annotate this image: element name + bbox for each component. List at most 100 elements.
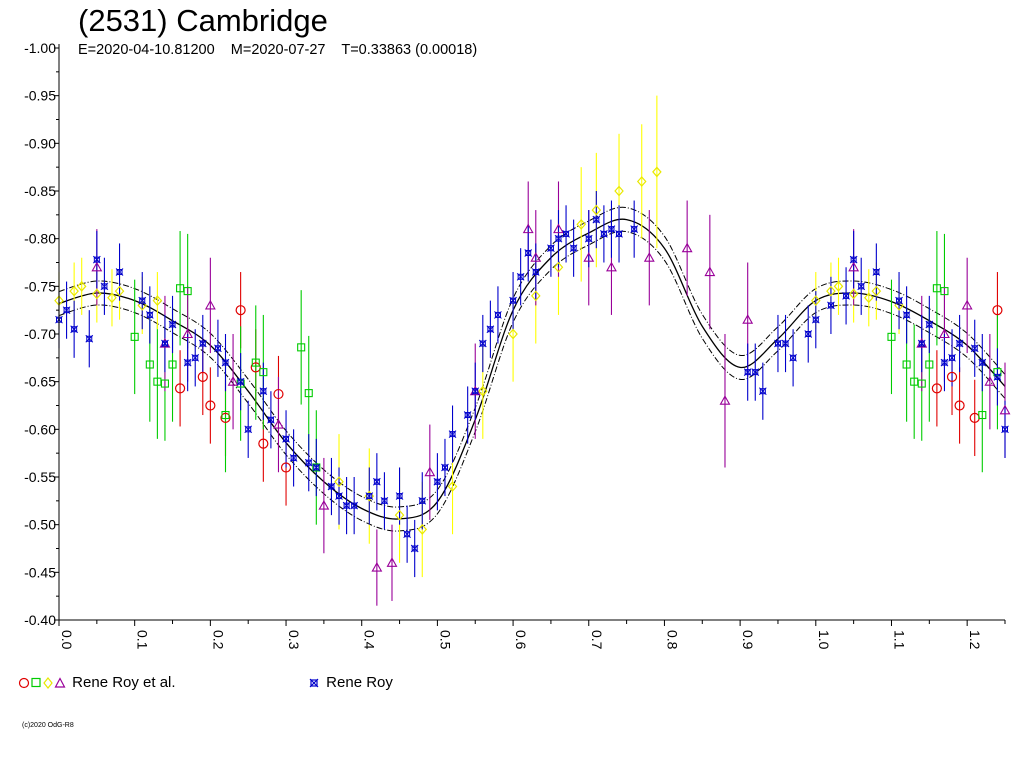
data-point-diamond (530, 290, 541, 302)
data-point-circle (946, 371, 958, 382)
x-tick-label: 0.2 (210, 630, 226, 650)
data-point-diamond (591, 204, 602, 216)
data-point-star (244, 425, 253, 434)
data-point-diamond (863, 292, 874, 304)
y-tick-label: -0.55 (24, 469, 56, 485)
x-tick-label: 0.6 (513, 630, 529, 650)
data-point-square (902, 360, 911, 369)
data-point-star (478, 339, 487, 348)
data-point-star (569, 244, 578, 253)
data-point-star (183, 358, 192, 367)
data-point-square (145, 360, 154, 369)
data-point-star (350, 501, 359, 510)
y-tick-label: -0.70 (24, 326, 56, 342)
data-point-triangle (961, 299, 973, 310)
x-tick-label: 0.1 (135, 630, 151, 650)
data-point-diamond (614, 185, 624, 197)
data-point-triangle (386, 557, 398, 567)
data-point-triangle (227, 376, 239, 386)
legend-star-blue-marker (309, 678, 319, 688)
data-point-star (259, 387, 268, 396)
data-point-diamond (114, 285, 125, 297)
data-point-star (70, 325, 78, 334)
data-point-star (441, 463, 449, 472)
data-point-star (403, 530, 411, 539)
data-point-star (267, 415, 275, 424)
data-point-star (463, 411, 472, 419)
data-point-diamond (76, 280, 87, 292)
data-point-star (857, 282, 866, 291)
data-point-star (433, 477, 442, 486)
data-point-diamond (334, 476, 344, 488)
legend-circle-red-marker (18, 677, 30, 689)
fit-curve-layer (58, 206, 1006, 532)
data-point-triangle (204, 299, 216, 310)
data-point-star (547, 244, 555, 253)
data-point-star (917, 339, 926, 348)
data-point-star (751, 368, 760, 376)
data-point-diamond (871, 285, 882, 297)
data-point-circle (235, 305, 246, 316)
data-point-star (289, 454, 298, 462)
data-point-triangle (318, 499, 330, 510)
data-point-diamond (576, 218, 586, 230)
y-tick-label: -0.50 (24, 517, 56, 533)
data-point-triangle (273, 418, 284, 429)
data-point-star (342, 501, 351, 510)
data-point-square (304, 389, 313, 398)
data-point-square (940, 287, 949, 296)
data-point-star (448, 430, 457, 438)
data-point-triangle (530, 252, 542, 262)
y-tick-label: -0.45 (24, 564, 56, 580)
data-point-star (584, 234, 593, 243)
data-point-star (335, 492, 343, 500)
data-point-diamond (107, 292, 117, 304)
y-tick-label: -0.85 (24, 183, 56, 199)
data-point-star (758, 387, 767, 396)
data-point-triangle (848, 261, 860, 272)
data-point-star (811, 315, 820, 324)
data-point-circle (197, 371, 208, 382)
data-point-square (312, 463, 321, 472)
data-point-circle (954, 400, 965, 411)
data-point-square (251, 358, 260, 367)
legend-entry-rene-roy-et-al: Rene Roy et al. (18, 674, 176, 692)
x-tick-label: 0.8 (664, 630, 680, 650)
fit-upper-envelope (58, 206, 1006, 508)
data-point-star (236, 377, 245, 386)
data-point-triangle (984, 376, 996, 386)
data-point-star (970, 344, 979, 353)
data-point-star (138, 296, 147, 305)
data-point-star (827, 301, 835, 310)
y-tick-label: -0.65 (24, 374, 56, 390)
data-point-star (92, 255, 101, 264)
data-point-triangle (553, 223, 564, 234)
data-point-diamond (636, 176, 647, 187)
data-point-star (312, 463, 321, 472)
data-point-diamond (92, 288, 102, 300)
y-tick-label: -1.00 (24, 40, 56, 56)
y-tick-label: -0.95 (24, 88, 56, 104)
y-tick-label: -0.80 (24, 231, 56, 247)
data-point-star (221, 358, 230, 367)
data-point-star (145, 311, 154, 319)
data-point-star (781, 339, 790, 348)
data-point-triangle (681, 242, 693, 253)
data-point-star (948, 353, 956, 362)
data-point-diamond (417, 524, 428, 535)
legend-label-rene-roy: Rene Roy (326, 674, 393, 691)
y-tick-label: -0.40 (24, 612, 56, 628)
x-tick-label: 0.0 (59, 630, 75, 650)
data-point-star (161, 339, 169, 348)
data-point-star (607, 225, 616, 233)
x-tick-label: 0.3 (286, 630, 302, 650)
data-point-star (789, 353, 797, 362)
legend-symbols-group (18, 677, 66, 689)
x-tick-label: 1.1 (891, 630, 907, 650)
y-tick-label: -0.60 (24, 421, 56, 437)
data-point-circle (273, 388, 284, 400)
data-point-star (486, 325, 495, 334)
data-point-star (630, 225, 639, 233)
data-point-circle (205, 400, 216, 411)
